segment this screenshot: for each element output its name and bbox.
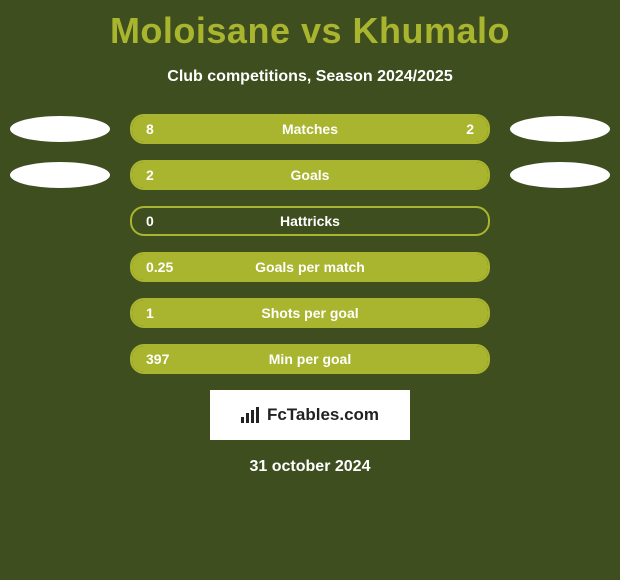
avatar-left [10,160,110,190]
subtitle: Club competitions, Season 2024/2025 [0,68,620,86]
comparison-row: 0 Hattricks [10,206,610,236]
stat-label: Goals per match [255,259,365,275]
date-label: 31 october 2024 [0,458,620,476]
left-value: 2 [146,167,154,183]
avatar-placeholder-icon [10,116,110,142]
comparison-row: 0.25 Goals per match [10,252,610,282]
avatar-left [10,252,110,282]
avatar-right [510,298,610,328]
bar-content: 0.25 Goals per match [132,254,488,280]
stat-label: Matches [282,121,338,137]
stat-label: Shots per goal [261,305,358,321]
avatar-right [510,114,610,144]
player-left-name: Moloisane [110,10,291,51]
left-value: 397 [146,351,169,367]
avatar-placeholder-icon [10,162,110,188]
comparison-row: 397 Min per goal [10,344,610,374]
comparison-bars: 8 Matches 2 2 Goals 0 Hattricks 0.25 Goals per m… [0,114,620,374]
avatar-placeholder-icon [510,116,610,142]
bar-content: 1 Shots per goal [132,300,488,326]
avatar-right [510,206,610,236]
left-value: 8 [146,121,154,137]
stat-label: Goals [291,167,330,183]
avatar-left [10,298,110,328]
vs-label: vs [301,10,342,51]
stat-label: Min per goal [269,351,351,367]
page-title: Moloisane vs Khumalo [0,0,620,52]
bar-content: 8 Matches 2 [132,116,488,142]
left-value: 0 [146,213,154,229]
right-value: 2 [466,121,474,137]
avatar-right [510,252,610,282]
avatar-right [510,344,610,374]
left-value: 0.25 [146,259,173,275]
left-value: 1 [146,305,154,321]
avatar-left [10,206,110,236]
stat-bar: 8 Matches 2 [130,114,490,144]
stat-bar: 0.25 Goals per match [130,252,490,282]
chart-icon [241,407,261,423]
stat-bar: 2 Goals [130,160,490,190]
avatar-left [10,344,110,374]
bar-content: 397 Min per goal [132,346,488,372]
comparison-row: 2 Goals [10,160,610,190]
stat-bar: 397 Min per goal [130,344,490,374]
player-right-name: Khumalo [353,10,511,51]
stat-bar: 0 Hattricks [130,206,490,236]
avatar-placeholder-icon [510,162,610,188]
avatar-right [510,160,610,190]
stat-label: Hattricks [280,213,340,229]
stat-bar: 1 Shots per goal [130,298,490,328]
bar-content: 0 Hattricks [132,208,488,234]
comparison-row: 1 Shots per goal [10,298,610,328]
avatar-left [10,114,110,144]
branding-badge: FcTables.com [210,390,410,440]
bar-content: 2 Goals [132,162,488,188]
comparison-row: 8 Matches 2 [10,114,610,144]
branding-text: FcTables.com [267,405,379,425]
